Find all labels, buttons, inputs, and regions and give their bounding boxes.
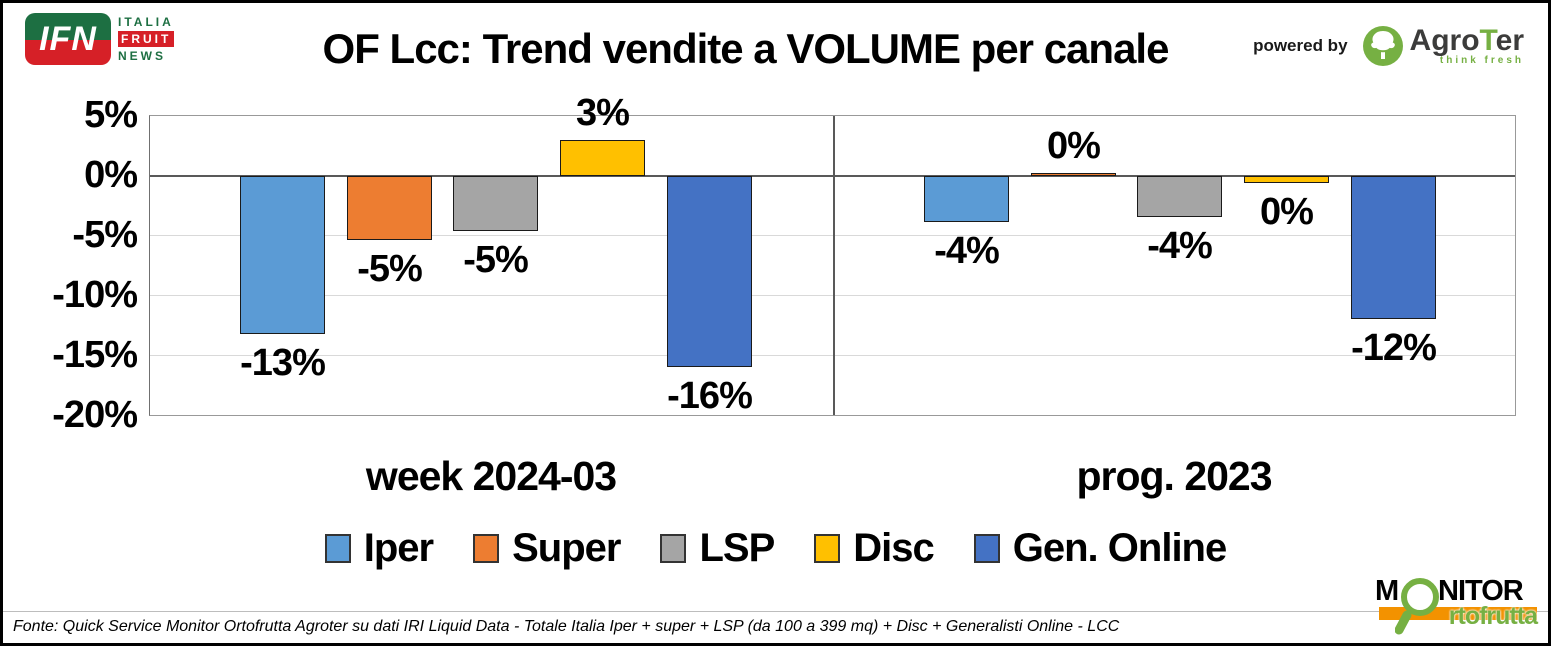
legend-label: Iper <box>363 526 434 570</box>
legend: Iper Super LSP Disc Gen. Online <box>3 525 1548 571</box>
legend-swatch <box>814 533 841 563</box>
legend-swatch <box>324 533 351 563</box>
powered-by-label: powered by <box>1253 36 1348 55</box>
legend-item-disc: Disc <box>814 526 935 570</box>
data-label-disc-group2: 0% <box>1260 191 1314 233</box>
bar-super-group2 <box>1031 173 1116 176</box>
page-title: OF Lcc: Trend vendite a VOLUME per canal… <box>322 25 1170 72</box>
data-label-lsp-group1: -5% <box>463 239 529 281</box>
data-label-disc-group1: 3% <box>576 92 630 134</box>
agroter-logo: AgroTer think fresh <box>1362 25 1524 67</box>
monitor-letters-nitor: NITOR <box>1438 575 1524 607</box>
bar-iper-group1 <box>240 176 325 334</box>
monitor-letter-m: M <box>1375 575 1399 607</box>
data-label-iper-group2: -4% <box>934 230 1000 272</box>
ifn-logo-line-italia: ITALIA <box>118 15 174 29</box>
powered-by-block: powered by AgroTer think fresh <box>1253 25 1524 67</box>
bar-iper-group2 <box>924 176 1009 222</box>
monitor-ortofrutta-text: rtofrutta <box>1448 602 1538 630</box>
bar-lsp-group1 <box>453 176 538 231</box>
gridline <box>150 295 1515 296</box>
bar-disc-group1 <box>560 140 645 176</box>
gridline <box>150 355 1515 356</box>
data-label-gen-online-group1: -16% <box>667 375 753 417</box>
y-tick-label: -20% <box>52 394 138 436</box>
legend-label: Gen. Online <box>1012 526 1227 570</box>
ifn-logo-line-news: NEWS <box>118 49 166 63</box>
legend-item-iper: Iper <box>324 526 434 570</box>
group-label-week: week 2024-03 <box>365 453 617 499</box>
ifn-logo: IFN ITALIA FRUIT NEWS <box>25 13 175 65</box>
group-divider-line <box>833 116 835 415</box>
legend-swatch <box>660 533 687 563</box>
plot-area: -13% -4% -5% 0% -5% -4% 3% 0% -16% -12% <box>149 92 1516 417</box>
bar-super-group1 <box>347 176 432 240</box>
ifn-logo-wordmark: ITALIA FRUIT NEWS <box>118 15 175 63</box>
y-tick-label: -15% <box>52 334 138 376</box>
y-tick-label: 5% <box>84 94 138 136</box>
ifn-logo-badge: IFN <box>25 13 111 65</box>
magnifier-icon <box>1395 578 1439 635</box>
bar-gen-online-group2 <box>1351 176 1436 319</box>
legend-swatch <box>973 533 1000 563</box>
data-label-iper-group1: -13% <box>240 342 326 384</box>
y-tick-label: -10% <box>52 274 138 316</box>
y-tick-label: -5% <box>72 214 138 256</box>
legend-swatch <box>473 533 500 563</box>
group-label-prog: prog. 2023 <box>1076 453 1272 499</box>
legend-label: LSP <box>699 526 775 570</box>
data-label-lsp-group2: -4% <box>1147 225 1213 267</box>
agroter-tree-icon <box>1362 26 1403 66</box>
zero-axis-line <box>150 175 1515 177</box>
bar-lsp-group2 <box>1137 176 1222 217</box>
gridline <box>150 235 1515 236</box>
legend-item-gen-online: Gen. Online <box>973 526 1227 570</box>
ifn-logo-line-fruit: FRUIT <box>118 31 175 47</box>
legend-item-lsp: LSP <box>660 526 775 570</box>
source-note: Fonte: Quick Service Monitor Ortofrutta … <box>3 611 1548 643</box>
data-label-super-group2: 0% <box>1047 125 1101 167</box>
legend-label: Super <box>512 526 621 570</box>
y-tick-label: 0% <box>84 154 138 196</box>
bar-gen-online-group1 <box>667 176 752 367</box>
agroter-tagline: think fresh <box>1439 54 1524 66</box>
data-label-super-group1: -5% <box>357 248 423 290</box>
monitor-ortofrutta-logo: M NITOR rtofrutta <box>1375 575 1538 635</box>
legend-label: Disc <box>853 526 934 570</box>
bar-disc-group2 <box>1244 176 1329 183</box>
data-label-gen-online-group2: -12% <box>1351 327 1437 369</box>
agroter-wordmark: AgroTer <box>1409 23 1524 57</box>
legend-item-super: Super <box>473 526 621 570</box>
